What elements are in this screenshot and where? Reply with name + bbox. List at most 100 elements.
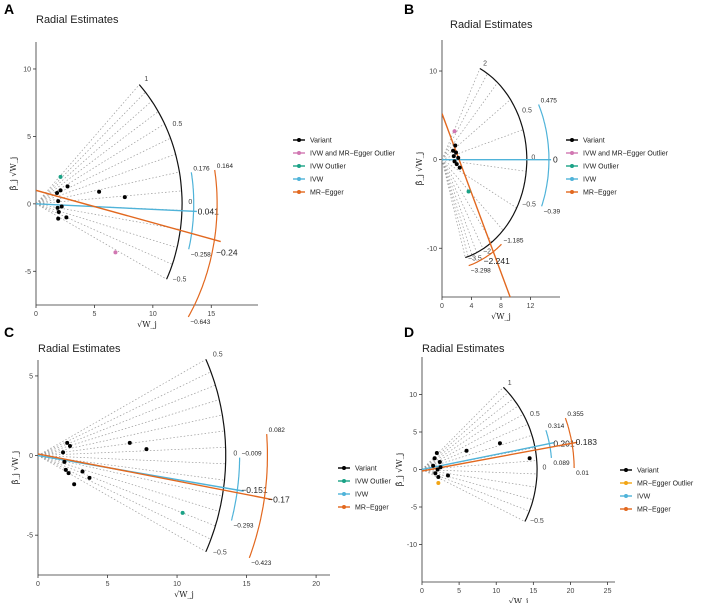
panel-d-point-variant [432,456,437,461]
panel-b-point-variant [457,165,462,170]
panel-d-point-variant [433,471,438,476]
panel-c-mr-egger-estimate: −0.17 [268,495,290,505]
panel-b-point-ivw-mr-egger-outlier [452,129,457,134]
panel-d-radial-guide [421,447,536,470]
panel-d-point-variant [438,465,443,470]
panel-a-y-tick-label: 0 [27,201,31,208]
panel-a-y-axis-label: β̂_j √W_j [9,157,18,190]
panel-c-mr-egger-ci-upper: 0.082 [269,427,286,434]
panel-d-letter: D [404,324,414,340]
panel-b-ivw-ci-upper: 0.475 [541,98,558,105]
panel-c-x-tick-label: 15 [243,581,251,588]
panel-d-scale-label: 0 [543,465,547,472]
panel-a-scale-label: 0 [188,199,192,206]
panel-c-point-variant [67,444,72,448]
panel-b-letter: B [404,1,414,17]
panel-b-radial-guide [441,159,473,256]
panel-d-plot: 0 5 10 15 20 25 -10 -5 0 5 10 √W_j β̂_j √W_j 1 0.5 0 −0.… [395,357,615,603]
panel-c-legend-marker [342,505,346,509]
panel-a-legend-label: IVW Outlier [310,164,346,171]
panel-d-radial-guide [421,423,529,470]
panel-a-mr-egger-ci-arc [187,169,218,318]
panel-d-ivw-ci-upper: 0.314 [548,423,565,430]
panel-d-ivw-ci-arc [545,430,552,458]
panel-a-ivw-ci-upper: 0.176 [193,165,210,172]
panel-b-scale-label: −3.5 [468,256,482,263]
panel-c-y-tick-label: 5 [29,373,33,380]
panel-b-plot: 0 4 8 12 -10 0 10 √W_j β̂_j √W_j 2 0.5 0 −0.5 −2−3.5 0… [415,40,561,321]
panel-b-radial-guide [441,68,481,160]
panel-c-scale-label: 0.5 [213,352,223,359]
panel-c-point-variant [87,475,92,480]
panel-c: C Radial Estimates 0 5 10 15 20 -5 0 5 √W_j β̂_j … [4,324,391,599]
panel-a-title: Radial Estimates [36,14,119,26]
panel-c-letter: C [4,324,14,340]
panel-c-ivw-estimate: −0.151 [241,485,268,495]
panel-c-title: Radial Estimates [38,343,121,355]
panel-d-y-tick-label: 0 [413,467,417,474]
panel-b-radial-guide [441,82,498,160]
panel-b-ivw-ci-lower: −0.39 [544,208,561,215]
panel-b-legend-marker [570,190,574,194]
panel-a-legend-marker [297,138,301,142]
panel-a-legend-label: MR−Egger [310,190,344,197]
panel-c-x-tick-label: 5 [106,581,110,588]
panel-a-radial-guide [35,84,140,205]
panel-b-x-tick-label: 4 [470,303,474,310]
panel-a-point-variant [64,215,69,220]
panel-a-ivw-estimate: 0.041 [198,206,220,216]
panel-c-radial-guide [37,359,207,456]
panel-a-legend-marker [297,164,301,168]
panel-c-ivw-ci-upper: −0.009 [242,451,262,458]
panel-a-plot: 0 5 10 15 -5 0 5 10 √W_j β̂_j √W_j 1 0.5 0 −0.5 0.176 −… [9,42,258,329]
panel-c-mr-egger-ci-lower: −0.423 [251,560,271,567]
panel-c-legend: Variant IVW Outlier IVW MR−Egger [338,466,391,512]
panel-b-scale-label: 0 [531,155,535,162]
panel-b-y-axis-label: β̂_j √W_j [415,152,424,185]
panel-b-radial-guide [441,159,466,258]
panel-d-ivw-line [422,441,555,471]
panel-a-point-ivw-outlier [58,174,63,179]
panel-b-scale-label: −2 [483,249,491,256]
panel-c-legend-marker [342,492,346,496]
panel-d-x-tick-label: 0 [420,588,424,595]
panel-a-point-variant [58,188,63,193]
panel-a-scale-label: 1 [144,76,148,83]
panel-d-legend-label: MR−Egger Outlier [637,481,694,488]
panel-d-ivw-estimate: 0.201 [553,439,575,449]
panel-a-radial-guide [35,91,146,205]
panel-a-x-axis-label: √W_j [137,320,157,329]
panel-d: D Radial Estimates 0 5 10 15 20 25-10-50510√W… [395,324,694,603]
panel-a-legend-label: Variant [310,138,332,145]
panel-a-radial-guide [35,111,159,205]
panel-b-mr-egger-line [442,113,511,297]
panel-a-x-tick-label: 0 [34,311,38,318]
panel-d-point-variant [497,441,502,446]
panel-a-mr-egger-estimate: −0.24 [216,248,238,258]
panel-d-scale-label: 1 [508,380,512,387]
panel-c-point-variant [65,440,70,445]
panel-d-point-variant [445,473,450,478]
panel-b-y-tick-label: 0 [433,157,437,164]
panel-c-x-tick-label: 0 [36,581,40,588]
panel-c-ivw-ci-lower: −0.293 [233,522,253,529]
panel-b-legend-marker [570,138,574,142]
panel-c-radial-guide [37,455,220,512]
panel-c-mr-egger-ci-arc [248,434,268,559]
panel-b-ivw-estimate: 0 [553,155,558,165]
panel-d-ivw-ci-lower: 0.089 [553,460,570,467]
panel-a-scale-arc [138,84,183,280]
panel-d-radial-guide [421,460,537,470]
panel-a-legend-label: IVW and MR−Egger Outlier [310,151,396,158]
panel-a-point-ivw-mr-egger-outlier [113,250,118,255]
panel-b-scale-arc [465,67,528,259]
panel-b-ivw-ci-arc [538,104,550,207]
panel-a-legend: Variant IVW and MR−Egger Outlier IVW Outli… [293,138,396,197]
panel-a-scale-label: 0.5 [173,121,183,128]
panel-a-letter: A [4,1,14,17]
panel-b-radial-guide [441,159,469,257]
panel-c-radial-guide [37,414,223,456]
panel-a-radial-guide [35,203,167,280]
panel-d-point-variant [527,456,532,461]
panel-c-plot: 0 5 10 15 20 -5 0 5 √W_j β̂_j √W_j 0.5 0 −0.5 −0.009 −… [11,352,330,599]
